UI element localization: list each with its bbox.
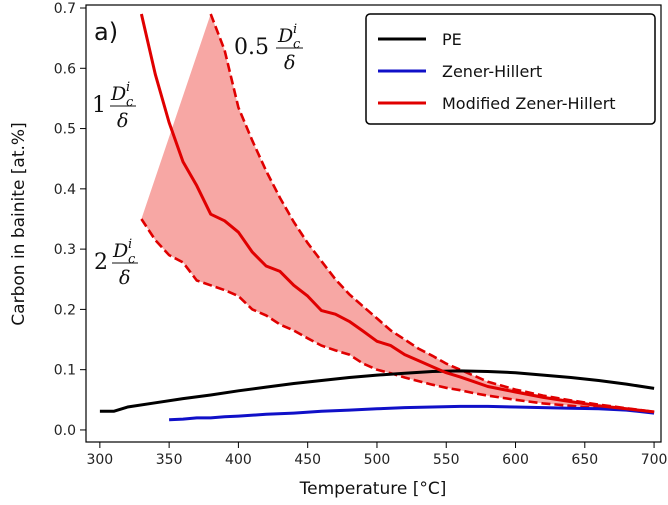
band-lower-dashed-line <box>140 218 655 414</box>
series-line-zener-hillert <box>169 404 655 422</box>
annotation-0-5x: 0.5 D i c δ <box>234 22 303 74</box>
y-tick-label: 0.6 <box>54 61 76 77</box>
y-tick-label: 0.0 <box>54 423 76 439</box>
legend-label-modified-zener-hillert: Modified Zener-Hillert <box>442 94 616 113</box>
y-tick-label: 0.3 <box>54 242 76 258</box>
panel-label: a) <box>94 18 118 46</box>
x-tick-label: 550 <box>433 452 460 468</box>
annotation-superscript: i <box>126 80 130 95</box>
y-axis-label: Carbon in bainite [at.%] <box>9 122 29 325</box>
y-tick-label: 0.7 <box>54 1 76 17</box>
annotation-2x: 2 D i c δ <box>94 237 138 289</box>
series-line-modified-zener-hillert <box>139 13 655 414</box>
annotation-superscript: i <box>128 237 132 252</box>
annotation-subscript: c <box>293 37 301 52</box>
confidence-band <box>141 14 655 412</box>
x-tick-label: 300 <box>86 452 113 468</box>
annotation-numerator: D <box>277 25 293 47</box>
x-tick-label: 400 <box>225 452 252 468</box>
plot-layer <box>99 13 655 422</box>
ticks-layer: 300 350 400 450 500 550 600 650 700 0.0 0.1 0.2 0.3 0… <box>54 1 668 468</box>
x-tick-label: 450 <box>294 452 321 468</box>
annotation-subscript: c <box>126 95 134 110</box>
plot-frame <box>85 4 662 443</box>
x-tick-label: 350 <box>156 452 183 468</box>
x-tick-label: 600 <box>502 452 529 468</box>
legend: PE Zener-Hillert Modified Zener-Hillert <box>365 13 656 125</box>
annotation-denominator: δ <box>119 267 130 289</box>
annotation-denominator: δ <box>117 110 128 132</box>
annotation-subscript: c <box>128 252 136 267</box>
annotation-1x: 1 D i c δ <box>92 80 136 132</box>
x-tick-label: 500 <box>364 452 391 468</box>
legend-label-pe: PE <box>442 30 462 49</box>
y-tick-label: 0.1 <box>54 363 76 379</box>
annotation-superscript: i <box>293 22 297 37</box>
y-tick-label: 0.2 <box>54 302 76 318</box>
annotation-coef: 1 <box>92 93 106 118</box>
annotation-coef: 2 <box>94 250 108 275</box>
annotation-numerator: D <box>110 83 126 105</box>
legend-box <box>365 13 656 125</box>
annotation-numerator: D <box>112 240 128 262</box>
legend-label-zener-hillert: Zener-Hillert <box>442 62 542 81</box>
x-tick-label: 650 <box>571 452 598 468</box>
y-tick-label: 0.4 <box>54 182 76 198</box>
annotation-denominator: δ <box>284 52 295 74</box>
x-tick-label: 700 <box>641 452 668 468</box>
band-upper-dashed-line <box>209 13 655 414</box>
y-tick-label: 0.5 <box>54 122 76 138</box>
series-line-pe <box>99 369 655 413</box>
x-axis-label: Temperature [°C] <box>299 479 447 499</box>
annotation-coef: 0.5 <box>234 35 269 60</box>
